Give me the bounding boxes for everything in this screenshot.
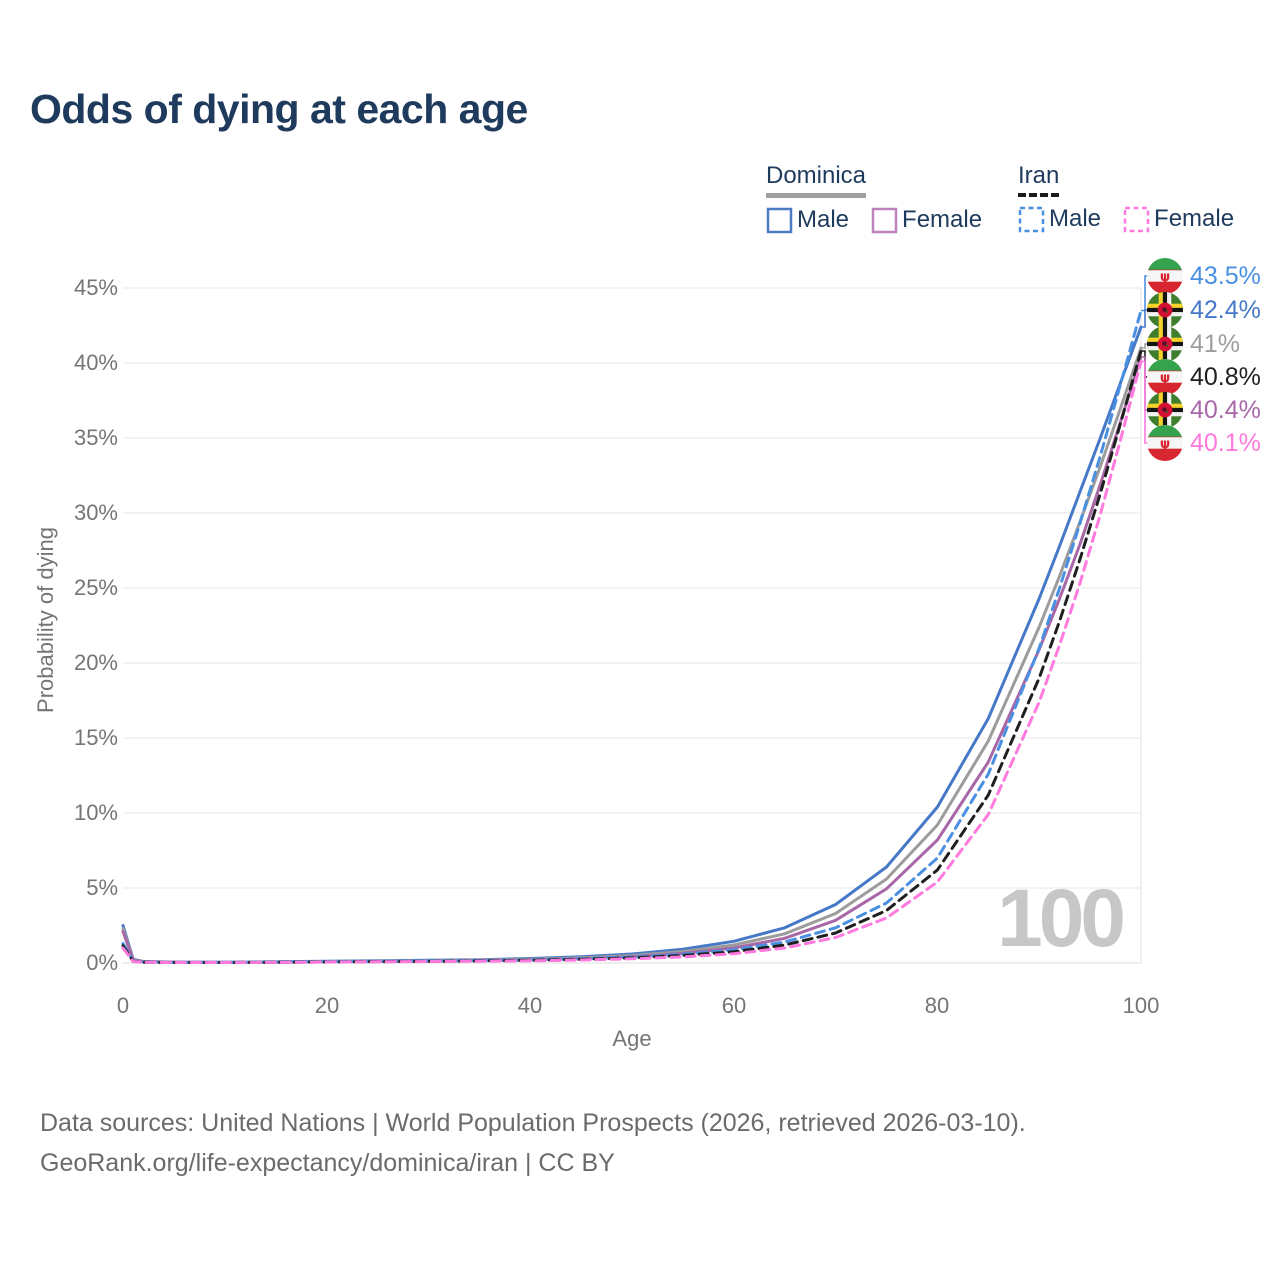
series-line-dominica-female bbox=[121, 355, 1143, 964]
x-axis-tick: 0 bbox=[116, 993, 130, 1018]
series-line-dominica-both-sexes bbox=[121, 346, 1143, 964]
dashed-square-swatch-icon bbox=[1123, 206, 1150, 232]
y-axis-tick: 15% bbox=[73, 725, 118, 750]
solid-square-swatch-icon bbox=[766, 207, 793, 233]
series-line-dominica-male bbox=[121, 325, 1143, 964]
legend-items-iran: Male Female bbox=[1018, 205, 1234, 233]
end-label-value: 40.8% bbox=[1190, 362, 1261, 391]
dashed-square-swatch-icon bbox=[1018, 206, 1045, 232]
legend-item-iran-male[interactable]: Male bbox=[1018, 205, 1101, 233]
series-line-iran-both-sexes bbox=[121, 349, 1143, 964]
x-axis-tick: 20 bbox=[314, 993, 340, 1018]
gridlines bbox=[123, 287, 1142, 964]
x-axis-tick: 100 bbox=[1122, 993, 1160, 1018]
y-axis-tick: 30% bbox=[73, 500, 118, 525]
legend-country-iran[interactable]: Iran bbox=[1018, 162, 1060, 197]
x-axis-title: Age bbox=[612, 1026, 652, 1051]
end-label-value: 41% bbox=[1190, 329, 1241, 358]
end-label-value: 40.1% bbox=[1190, 428, 1261, 457]
footer: Data sources: United Nations | World Pop… bbox=[40, 1103, 1026, 1183]
dominica-flag-icon bbox=[1147, 392, 1183, 428]
y-axis-tick: 45% bbox=[73, 275, 118, 300]
age-watermark: 100 bbox=[997, 873, 1123, 964]
legend-item-dominica-female[interactable]: Female bbox=[871, 206, 982, 234]
end-label-row: 40.1% bbox=[1147, 425, 1261, 461]
y-axis-tick: 0% bbox=[86, 950, 118, 975]
data-source-line: Data sources: United Nations | World Pop… bbox=[40, 1109, 1026, 1137]
x-axis-tick: 80 bbox=[924, 993, 950, 1018]
y-axis-tick: 35% bbox=[73, 425, 118, 450]
end-label-row: 41% bbox=[1147, 326, 1240, 362]
legend-item-dominica-male[interactable]: Male bbox=[766, 206, 849, 234]
x-axis-tick: 60 bbox=[721, 993, 747, 1018]
dominica-flag-icon bbox=[1147, 292, 1183, 328]
legend-items-dominica: Male Female bbox=[766, 206, 982, 234]
y-axis-tick: 5% bbox=[86, 875, 118, 900]
legend-item-label: Female bbox=[1154, 205, 1235, 232]
legend-item-label: Female bbox=[902, 206, 983, 233]
end-label-row: 42.4% bbox=[1147, 292, 1261, 328]
solid-square-swatch-icon bbox=[871, 207, 898, 233]
legend-item-label: Male bbox=[797, 206, 850, 233]
dominica-flag-icon bbox=[1147, 326, 1183, 362]
source-url-line[interactable]: GeoRank.org/life-expectancy/dominica/ira… bbox=[40, 1149, 615, 1177]
series-line-iran-female bbox=[121, 360, 1143, 964]
end-label-row: 40.8% bbox=[1147, 359, 1261, 395]
page-title: Odds of dying at each age bbox=[30, 86, 528, 132]
iran-flag-icon bbox=[1147, 258, 1183, 294]
iran-flag-icon bbox=[1147, 359, 1183, 395]
y-axis-tick: 40% bbox=[73, 350, 118, 375]
legend-country-dominica[interactable]: Dominica bbox=[766, 162, 867, 198]
legend-item-label: Male bbox=[1049, 205, 1102, 232]
end-label-row: 40.4% bbox=[1147, 392, 1261, 428]
x-axis-tick: 40 bbox=[517, 993, 543, 1018]
end-label-value: 40.4% bbox=[1190, 395, 1261, 424]
y-axis-tick: 25% bbox=[73, 575, 118, 600]
y-axis-tick: 10% bbox=[73, 800, 118, 825]
legend-group-dominica: Dominica Male Female bbox=[766, 162, 982, 234]
legend-group-iran: Iran Male Female bbox=[1018, 162, 1234, 233]
end-label-value: 43.5% bbox=[1190, 261, 1261, 290]
iran-flag-icon bbox=[1147, 425, 1183, 461]
end-label-row: 43.5% bbox=[1147, 258, 1261, 294]
series-line-iran-male bbox=[121, 309, 1143, 964]
legend-item-iran-female[interactable]: Female bbox=[1123, 205, 1234, 233]
y-axis-tick: 20% bbox=[73, 650, 118, 675]
end-label-value: 42.4% bbox=[1190, 295, 1261, 324]
